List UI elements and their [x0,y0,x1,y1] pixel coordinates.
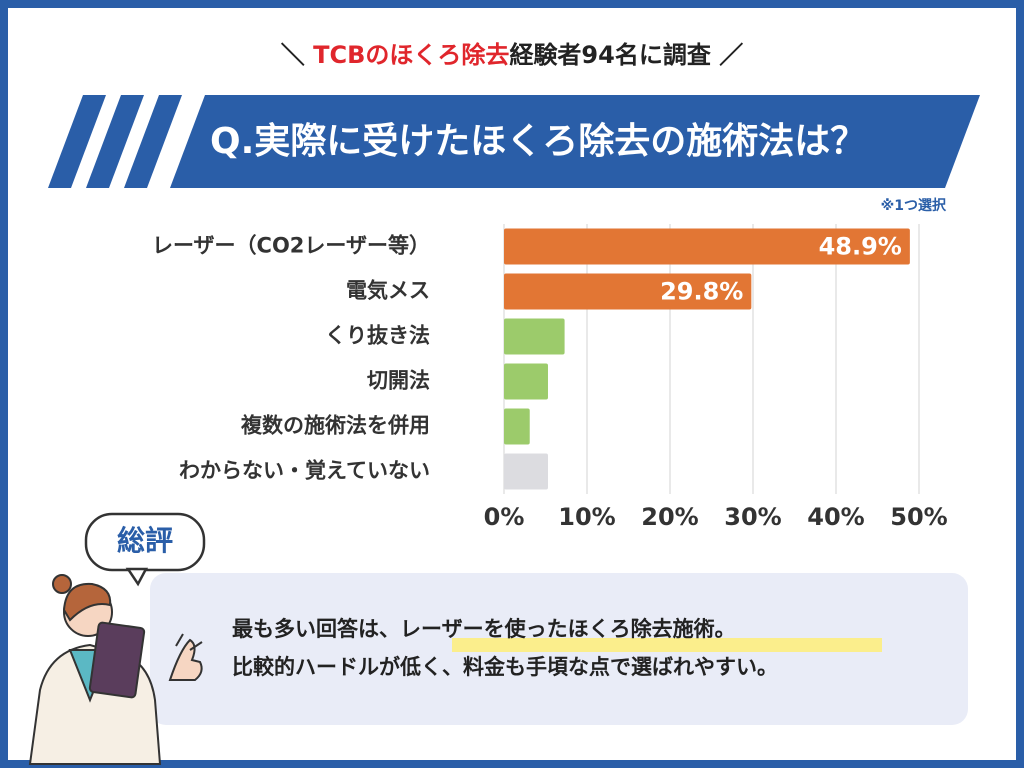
x-tick-label: 20% [641,503,698,531]
category-label: 電気メス [346,279,430,303]
note: ※1つ選択 [881,197,947,214]
badge: 総評 [117,524,173,557]
stripe [86,95,144,188]
banner-body [170,95,980,188]
nurse-illustration [28,574,203,765]
x-tick-label: 30% [724,503,781,531]
summary-text: 最も多い回答は、 [232,617,400,641]
highlight-marker [452,638,882,652]
header-slash: ＼ [281,41,305,69]
chart: 0% 10% 20% 30% 40% 50% レーザー（CO2レーザー等） 48.9% 電気メス… [152,224,948,531]
stripe [124,95,182,188]
summary-line: 最も多い回答は、レーザーを使ったほくろ除去施術。 [232,617,736,641]
value-label: 48.9% [819,233,902,261]
stripe [48,95,106,188]
bar [504,318,565,355]
x-tick-label: 50% [890,503,947,531]
value-label: 29.8% [660,278,743,306]
banner [48,95,980,188]
x-tick-label: 10% [558,503,615,531]
bar [504,363,548,400]
summary-line: 比較的ハードルが低く、料金も手頃な点で選ばれやすい。 [232,655,778,679]
x-tick-label: 40% [807,503,864,531]
header-text: 経験者94名に調査 [509,41,710,69]
summary-text: 。 [715,617,736,641]
category-label: 複数の施術法を併用 [240,414,430,438]
bar [504,453,548,490]
category-label: レーザー（CO2レーザー等） [152,234,430,258]
header-slash: ／ [719,41,743,69]
summary-highlight: レーザーを使ったほくろ除去施術 [400,617,715,641]
header-highlight: TCBのほくろ除去 [313,41,509,69]
category-label: 切開法 [367,369,430,393]
bar [504,273,752,310]
category-label: わからない・覚えていない [179,459,430,483]
header: ＼ TCBのほくろ除去経験者94名に調査 ／ [281,41,743,69]
bar [504,408,530,445]
category-label: くり抜き法 [325,324,430,348]
bubble-tail [125,567,149,587]
bar [504,228,910,265]
question: Q.実際に受けたほくろ除去の施術法は？ [210,121,866,162]
x-tick-label: 0% [484,503,525,531]
